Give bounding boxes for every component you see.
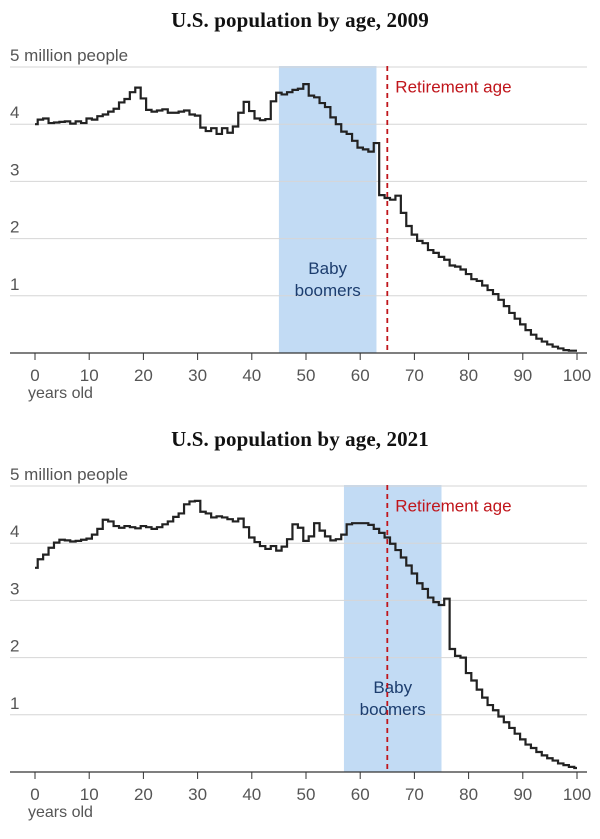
y-axis-unit-label: 5 million people	[10, 465, 128, 484]
x-tick-label: 50	[297, 785, 316, 804]
x-tick-label: 70	[405, 785, 424, 804]
x-tick-label: 60	[351, 785, 370, 804]
population-step-line	[35, 83, 577, 352]
x-tick-label: 40	[242, 785, 261, 804]
x-tick-label: 30	[188, 785, 207, 804]
x-tick-label: 90	[513, 366, 532, 385]
x-tick-label: 20	[134, 366, 153, 385]
x-tick-label: 80	[459, 366, 478, 385]
x-tick-label: 60	[351, 366, 370, 385]
y-tick-label: 3	[10, 579, 19, 598]
x-tick-label: 0	[30, 785, 39, 804]
chart-plot-2009: 1 2 3 4 5 million people 0 10 20 30 40 50 60 70 80 90 1…	[10, 46, 591, 402]
x-tick-label: 40	[242, 366, 261, 385]
x-tick-label: 100	[563, 366, 591, 385]
retirement-age-label: Retirement age	[395, 77, 511, 96]
y-tick-label: 4	[10, 522, 19, 541]
chart-2021: U.S. population by age, 2021 1 2 3 4 5 milli…	[0, 419, 600, 839]
x-tick-label: 100	[563, 785, 591, 804]
baby-boomers-label-line1: Baby	[373, 678, 412, 697]
y-axis-unit-label: 5 million people	[10, 46, 128, 65]
y-tick-label: 2	[10, 637, 19, 656]
x-tick-label: 30	[188, 366, 207, 385]
x-tick-label: 90	[513, 785, 532, 804]
y-tick-label: 1	[10, 275, 19, 294]
x-tick-label: 50	[297, 366, 316, 385]
baby-boomers-label-line2: boomers	[295, 281, 361, 300]
x-tick-label: 10	[80, 785, 99, 804]
chart-title: U.S. population by age, 2009	[171, 8, 429, 32]
chart-2009: U.S. population by age, 2009 1 2 3 4 5 milli…	[10, 8, 591, 402]
retirement-age-label: Retirement age	[395, 496, 511, 515]
x-tick-label: 10	[80, 366, 99, 385]
chart-title: U.S. population by age, 2021	[171, 427, 429, 451]
y-tick-label: 4	[10, 103, 19, 122]
y-tick-label: 3	[10, 160, 19, 179]
chart-plot-2021: 1 2 3 4 5 million people 0 10 20 30 40 50 60 70 80 90 1…	[10, 465, 591, 821]
x-tick-label: 70	[405, 366, 424, 385]
baby-boomers-label-line1: Baby	[308, 259, 347, 278]
baby-boomers-band	[278, 66, 377, 353]
x-axis-label: years old	[28, 385, 93, 402]
x-tick-label: 20	[134, 785, 153, 804]
population-step-line	[35, 499, 577, 770]
baby-boomers-label-line2: boomers	[360, 700, 426, 719]
x-tick-label: 0	[30, 366, 39, 385]
x-tick-label: 80	[459, 785, 478, 804]
y-tick-label: 1	[10, 694, 19, 713]
x-axis-label: years old	[28, 804, 93, 821]
y-tick-label: 2	[10, 218, 19, 237]
baby-boomers-band	[343, 485, 442, 772]
